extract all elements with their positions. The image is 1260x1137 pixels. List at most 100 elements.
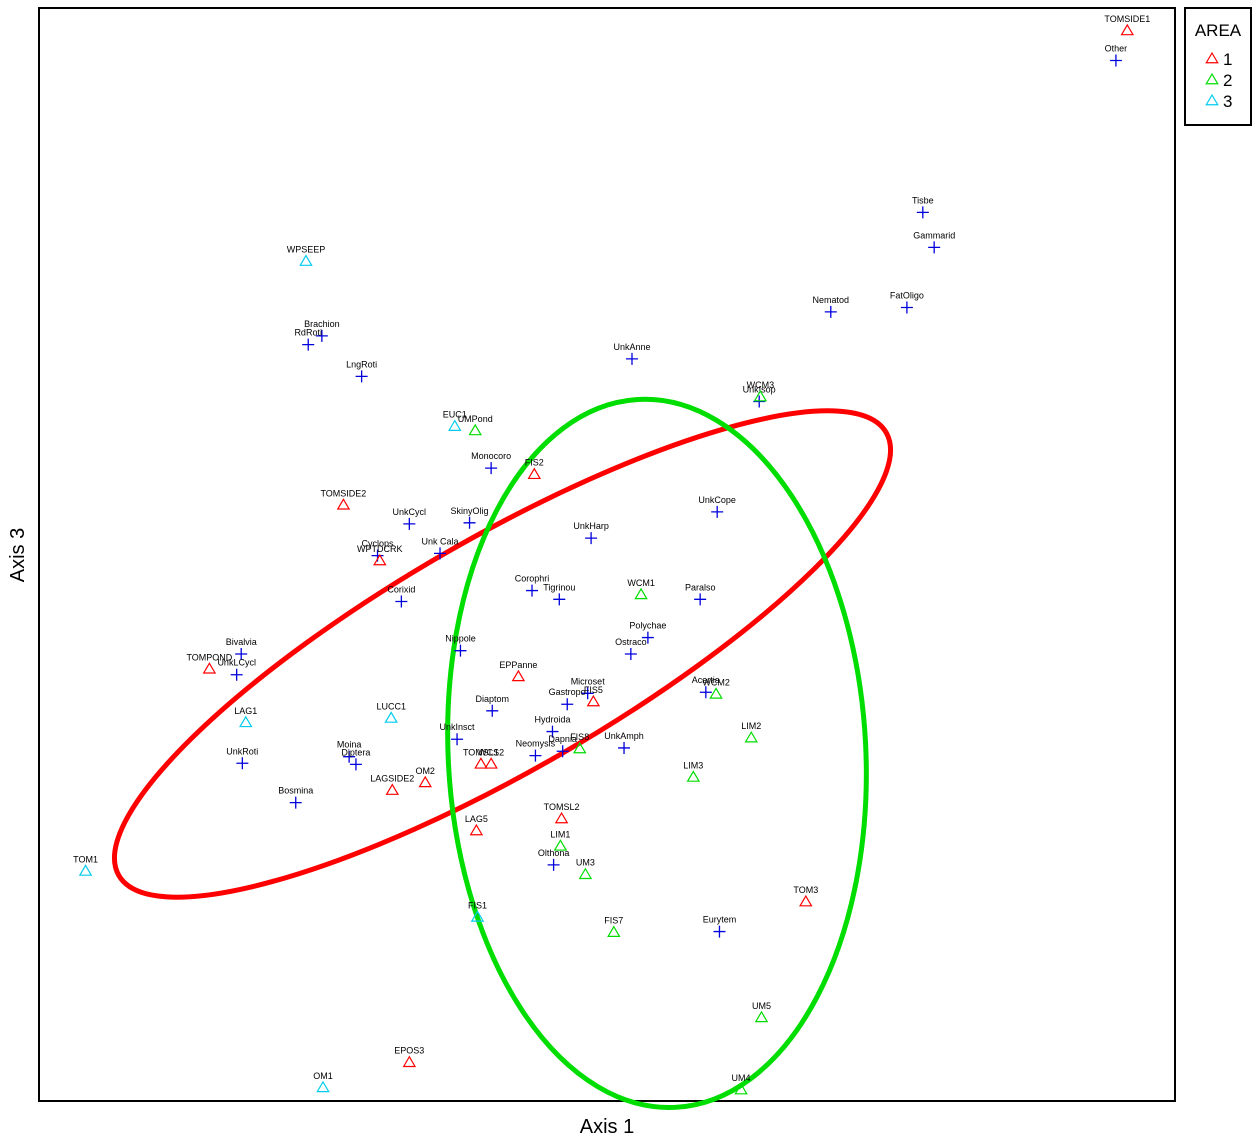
site-label: LUCC1 xyxy=(376,702,406,712)
species-label: UnkLCycl xyxy=(217,658,256,668)
site-marker-area-1 xyxy=(373,553,387,566)
species-point-monocoro: Monocoro xyxy=(471,451,511,475)
species-label: LngRoti xyxy=(346,359,377,369)
legend-label: 3 xyxy=(1223,92,1232,111)
species-point-gastropo: Gastropo xyxy=(549,687,586,711)
site-label: TOMPOND xyxy=(186,652,232,662)
site-label: LAG1 xyxy=(234,706,257,716)
site-point-wcm3: WCM3 xyxy=(747,380,775,402)
species-point-diaptom: Diaptom xyxy=(476,694,509,717)
site-label: TOMSIDE2 xyxy=(320,488,366,498)
species-marker xyxy=(289,796,302,809)
site-point-tom3: TOM3 xyxy=(793,885,818,907)
site-label: WCM1 xyxy=(627,578,655,588)
site-point-wpseep: WPSEEP xyxy=(287,245,325,266)
species-point-hydroida: Hydroida xyxy=(534,715,571,738)
site-marker-area-1 xyxy=(469,823,484,836)
species-marker xyxy=(485,462,498,475)
species-marker xyxy=(546,725,559,738)
species-marker xyxy=(315,329,328,342)
site-marker-area-2 xyxy=(607,925,621,937)
species-label: Moina xyxy=(337,740,362,750)
species-label: Gammarid xyxy=(913,230,955,240)
species-label: Other xyxy=(1105,44,1128,54)
site-label: UM4 xyxy=(731,1073,750,1083)
site-label: OM2 xyxy=(415,766,435,776)
site-point-lim3: LIM3 xyxy=(683,761,703,782)
legend-entry-1: 1 xyxy=(1205,50,1232,69)
species-label: Tisbe xyxy=(912,195,934,205)
species-point-unkcycl: UnkCycl xyxy=(393,507,426,530)
species-point-nematod: Nematod xyxy=(813,295,850,318)
species-label: UnkAmph xyxy=(604,731,644,741)
species-label: Nematod xyxy=(813,295,850,305)
site-label: WCS2 xyxy=(478,747,504,757)
species-marker xyxy=(824,305,837,318)
site-label: FIS8 xyxy=(570,732,589,742)
species-label: Olthona xyxy=(538,848,570,858)
species-label: Corophri xyxy=(515,574,550,584)
site-marker-area-1 xyxy=(527,467,542,480)
site-label: EUC1 xyxy=(443,410,467,420)
site-marker-area-2 xyxy=(572,741,587,754)
species-point-unk-cala: Unk Cala xyxy=(421,536,459,560)
site-point-wptdcrk: WPTDCRK xyxy=(357,544,403,566)
species-point-microset: Microset xyxy=(571,676,605,700)
species-label: UnkIsop xyxy=(743,385,776,395)
site-marker-area-3 xyxy=(299,254,313,266)
y-axis-title: Axis 3 xyxy=(7,528,29,582)
species-point-unkamph: UnkAmph xyxy=(604,731,644,754)
species-label: Gastropo xyxy=(549,687,586,697)
species-point-unklcycl: UnkLCycl xyxy=(217,658,256,681)
species-point-rdroti: RdRoti xyxy=(294,328,322,351)
site-label: WCM3 xyxy=(747,380,775,390)
site-point-tomside2: TOMSIDE2 xyxy=(320,488,366,510)
site-marker-area-2 xyxy=(753,389,768,402)
species-marker xyxy=(916,206,929,219)
site-marker-area-1 xyxy=(511,669,526,682)
species-point-unkroti: UnkRoti xyxy=(226,746,258,770)
species-label: Brachion xyxy=(304,319,340,329)
site-marker-area-2 xyxy=(734,1082,748,1095)
species-label: Unk Cala xyxy=(421,536,458,546)
species-point-acartia: Acartia xyxy=(692,675,720,699)
site-point-lim1: LIM1 xyxy=(550,829,570,851)
site-marker-area-1 xyxy=(1120,23,1135,36)
site-marker-area-1 xyxy=(385,783,400,795)
species-point-tigrinou: Tigrinou xyxy=(543,582,575,606)
species-marker xyxy=(349,758,362,771)
site-point-euc1: EUC1 xyxy=(443,410,467,431)
site-marker-area-1 xyxy=(586,694,601,707)
species-marker xyxy=(624,647,637,660)
species-point-bosmina: Bosmina xyxy=(278,786,313,809)
species-points: Other Tisbe Gammarid Nematod FatOligo Brachio… xyxy=(217,44,1127,938)
species-label: UnkRoti xyxy=(226,746,258,756)
site-point-tompond: TOMPOND xyxy=(186,652,233,674)
site-label: TOM1 xyxy=(73,855,98,865)
legend-triangle-icon xyxy=(1205,93,1219,106)
species-point-skinyolig: SkinyOlig xyxy=(450,506,489,529)
site-label: UM5 xyxy=(752,1001,771,1011)
species-marker xyxy=(434,547,447,560)
site-label: FIS5 xyxy=(584,685,603,695)
species-marker xyxy=(1109,54,1122,67)
species-marker xyxy=(236,757,249,770)
site-marker-area-2 xyxy=(468,423,482,436)
species-label: Tigrinou xyxy=(543,582,575,592)
site-label: EPPanne xyxy=(499,660,537,670)
site-marker-area-3 xyxy=(384,711,398,723)
species-marker xyxy=(547,858,560,871)
species-label: Eurytem xyxy=(703,915,737,925)
species-marker xyxy=(713,925,726,938)
species-marker xyxy=(699,686,712,699)
site-marker-area-2 xyxy=(744,730,759,743)
species-point-moina: Moina xyxy=(337,740,362,763)
site-point-eppanne: EPPanne xyxy=(499,660,537,682)
species-label: Neomysis xyxy=(516,739,556,749)
site-point-tomsl2: TOMSL2 xyxy=(544,802,580,824)
species-marker xyxy=(694,593,707,606)
site-point-umpond: UMPond xyxy=(458,414,493,436)
site-point-fis5: FIS5 xyxy=(584,685,603,707)
